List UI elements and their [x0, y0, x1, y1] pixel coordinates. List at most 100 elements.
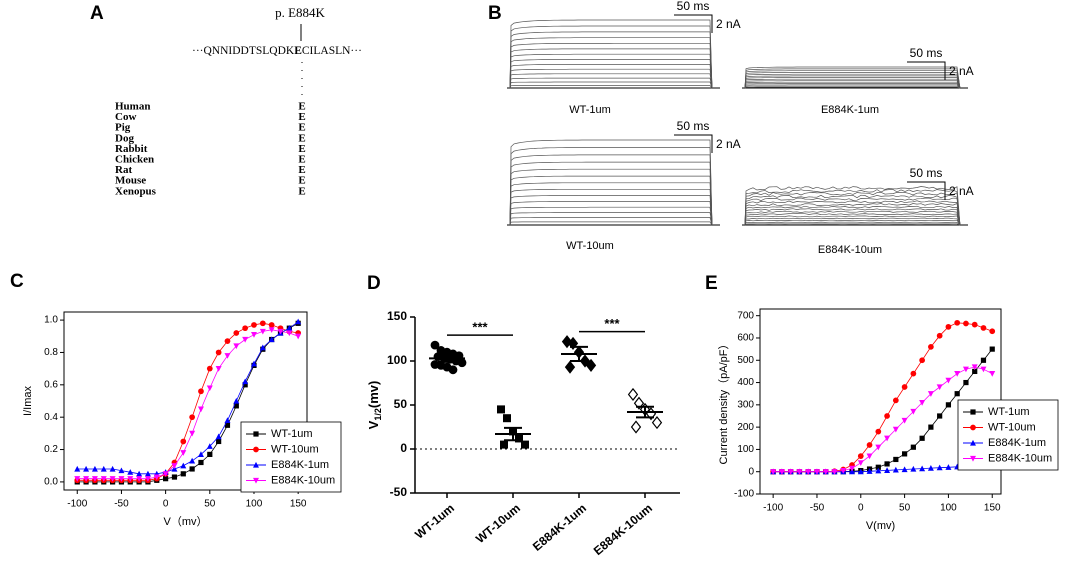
marker	[83, 476, 90, 482]
current-trace	[509, 53, 713, 89]
marker	[268, 336, 275, 343]
current-trace	[744, 208, 961, 226]
marker	[919, 465, 926, 472]
marker	[189, 466, 195, 472]
y-tick-label: 50	[394, 397, 408, 411]
marker	[253, 477, 259, 484]
marker	[822, 469, 829, 475]
legend-label: E884K-10um	[271, 474, 335, 486]
current-trace	[509, 206, 713, 226]
panel-label: D	[367, 273, 381, 294]
x-tick-label: -50	[114, 499, 129, 510]
sem-bar	[636, 405, 654, 419]
x-tick-label: 150	[290, 499, 307, 510]
marker	[180, 438, 187, 445]
panel-label: E	[705, 273, 718, 294]
marker	[224, 417, 231, 424]
marker	[970, 455, 976, 462]
marker	[259, 320, 266, 327]
current-trace	[744, 203, 961, 226]
y-axis-label: Current density（pA/pF）	[717, 339, 730, 465]
current-trace	[744, 217, 961, 226]
legend-label: WT-10um	[988, 421, 1036, 433]
marker	[153, 474, 160, 481]
current-trace	[744, 81, 961, 89]
marker	[954, 319, 961, 326]
marker	[253, 461, 259, 468]
marker	[971, 321, 978, 328]
marker	[936, 464, 943, 471]
current-trace	[509, 217, 713, 226]
y-tick-label: 100	[387, 353, 407, 367]
marker	[884, 461, 890, 467]
x-tick-label: 100	[940, 503, 957, 514]
marker	[253, 446, 259, 453]
x-axis-label: V(mv)	[866, 520, 895, 532]
trace-label: WT-10um	[566, 240, 614, 252]
y-tick-label: 0	[748, 466, 754, 477]
marker	[970, 424, 976, 431]
species-name: Human	[115, 101, 150, 113]
marker	[198, 388, 204, 395]
current-trace	[744, 86, 961, 89]
y-axis-label-part: V	[366, 420, 381, 429]
marker	[497, 405, 505, 414]
marker	[430, 340, 440, 350]
current-trace	[509, 37, 713, 89]
species-name: Rat	[115, 164, 132, 176]
y-tick-label: -100	[734, 489, 754, 500]
scale-bar	[907, 61, 946, 80]
species-name: Xenopus	[115, 185, 157, 197]
marker	[268, 322, 275, 328]
marker	[242, 382, 248, 388]
significance-label: ***	[472, 320, 488, 335]
marker	[144, 470, 151, 477]
marker	[919, 435, 925, 441]
current-trace	[509, 175, 713, 226]
current-trace	[744, 213, 961, 226]
species-name: Rabbit	[115, 143, 148, 155]
sem-bar	[504, 426, 522, 442]
current-trace	[744, 77, 961, 89]
marker	[980, 366, 987, 373]
marker	[989, 371, 996, 377]
marker	[216, 438, 222, 445]
x-tick-label: 50	[899, 503, 911, 514]
marker	[198, 459, 204, 466]
marker	[936, 384, 943, 391]
marker	[893, 456, 899, 463]
sequence-mutant: E	[294, 45, 302, 57]
marker	[892, 397, 899, 404]
marker	[500, 440, 508, 449]
scale-bar	[907, 181, 946, 200]
marker	[118, 476, 125, 482]
marker	[163, 476, 169, 482]
marker	[945, 402, 952, 408]
marker	[787, 469, 794, 475]
current-trace	[509, 201, 713, 226]
marker	[633, 396, 645, 410]
marker	[242, 325, 249, 332]
current-trace	[744, 189, 961, 226]
current-trace	[744, 205, 961, 226]
current-trace	[744, 73, 961, 89]
sem-bar	[438, 353, 456, 363]
marker	[875, 428, 882, 435]
marker	[83, 465, 90, 472]
species-residue: E	[298, 175, 305, 187]
y-tick-label: -50	[390, 485, 408, 499]
marker	[448, 365, 458, 375]
current-trace	[744, 84, 961, 89]
x-tick-label: -50	[810, 503, 825, 514]
marker	[286, 325, 293, 331]
current-trace	[744, 186, 961, 226]
current-trace	[509, 31, 713, 89]
time-scale: 50 ms	[677, 119, 710, 133]
marker	[189, 457, 196, 464]
marker	[233, 330, 240, 336]
marker	[144, 476, 151, 482]
marker	[180, 450, 187, 456]
marker	[902, 451, 908, 457]
marker	[162, 471, 169, 477]
